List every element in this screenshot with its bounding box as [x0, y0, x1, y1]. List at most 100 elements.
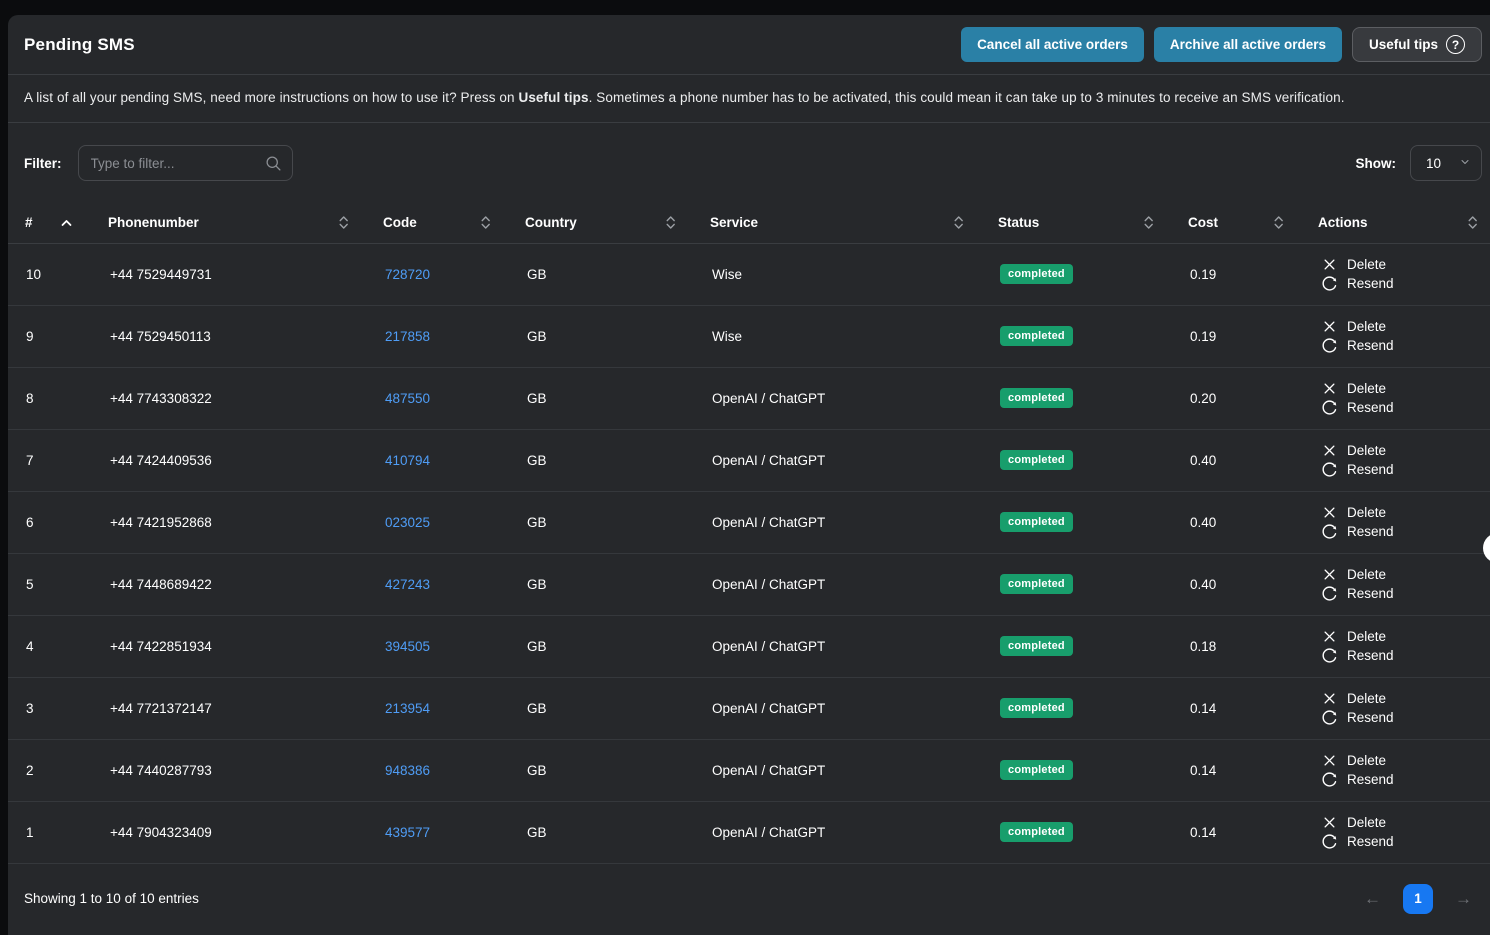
filter-input[interactable]	[78, 145, 293, 181]
cell-service: OpenAI / ChatGPT	[710, 739, 998, 801]
resend-button[interactable]: Resend	[1320, 585, 1490, 602]
resend-button[interactable]: Resend	[1320, 337, 1490, 354]
code-link[interactable]: 427243	[385, 577, 430, 592]
cell-service: OpenAI / ChatGPT	[710, 429, 998, 491]
column-header-country[interactable]: Country	[525, 203, 710, 243]
status-badge: completed	[1000, 388, 1073, 408]
resend-button[interactable]: Resend	[1320, 461, 1490, 478]
column-header-actions[interactable]: Actions	[1318, 203, 1490, 243]
sort-icon	[954, 215, 964, 230]
code-link[interactable]: 439577	[385, 825, 430, 840]
cell-service: OpenAI / ChatGPT	[710, 367, 998, 429]
code-link[interactable]: 023025	[385, 515, 430, 530]
cell-phonenumber: +44 7448689422	[108, 553, 383, 615]
sort-icon	[481, 215, 491, 230]
table-row: 2 +44 7440287793 948386 GB OpenAI / Chat…	[8, 739, 1490, 801]
header-actions: Cancel all active orders Archive all act…	[961, 27, 1482, 62]
column-header-phonenumber[interactable]: Phonenumber	[108, 203, 383, 243]
column-header-code[interactable]: Code	[383, 203, 525, 243]
table-row: 9 +44 7529450113 217858 GB Wise complete…	[8, 305, 1490, 367]
prev-page-arrow-icon[interactable]: ←	[1364, 889, 1381, 909]
next-page-arrow-icon[interactable]: →	[1455, 889, 1472, 909]
resend-button[interactable]: Resend	[1320, 647, 1490, 664]
delete-label: Delete	[1347, 629, 1386, 644]
page-size-select[interactable]: 10	[1410, 145, 1482, 181]
cell-service: OpenAI / ChatGPT	[710, 615, 998, 677]
resend-button[interactable]: Resend	[1320, 771, 1490, 788]
delete-label: Delete	[1347, 257, 1386, 272]
cell-country: GB	[525, 429, 710, 491]
resend-label: Resend	[1347, 338, 1394, 353]
resend-label: Resend	[1347, 710, 1394, 725]
description-text: A list of all your pending SMS, need mor…	[8, 75, 1490, 123]
cell-country: GB	[525, 553, 710, 615]
resend-label: Resend	[1347, 648, 1394, 663]
filter-label: Filter:	[24, 156, 62, 171]
cell-num: 1	[8, 801, 108, 863]
code-link[interactable]: 728720	[385, 267, 430, 282]
cell-service: Wise	[710, 243, 998, 305]
delete-x-icon	[1320, 815, 1338, 830]
delete-button[interactable]: Delete	[1320, 381, 1490, 396]
cell-num: 2	[8, 739, 108, 801]
resend-label: Resend	[1347, 772, 1394, 787]
cell-cost: 0.14	[1188, 677, 1318, 739]
resend-rotate-icon	[1320, 399, 1338, 416]
resend-button[interactable]: Resend	[1320, 399, 1490, 416]
cell-phonenumber: +44 7529450113	[108, 305, 383, 367]
delete-label: Delete	[1347, 443, 1386, 458]
code-link[interactable]: 394505	[385, 639, 430, 654]
code-link[interactable]: 410794	[385, 453, 430, 468]
resend-rotate-icon	[1320, 709, 1338, 726]
resend-button[interactable]: Resend	[1320, 709, 1490, 726]
code-link[interactable]: 948386	[385, 763, 430, 778]
entries-summary: Showing 1 to 10 of 10 entries	[24, 891, 199, 906]
cell-country: GB	[525, 305, 710, 367]
code-link[interactable]: 213954	[385, 701, 430, 716]
current-page-button[interactable]: 1	[1403, 884, 1433, 914]
delete-button[interactable]: Delete	[1320, 815, 1490, 830]
sort-asc-icon	[61, 219, 72, 227]
delete-label: Delete	[1347, 505, 1386, 520]
column-header-status[interactable]: Status	[998, 203, 1188, 243]
code-link[interactable]: 217858	[385, 329, 430, 344]
delete-button[interactable]: Delete	[1320, 319, 1490, 334]
status-badge: completed	[1000, 636, 1073, 656]
delete-button[interactable]: Delete	[1320, 567, 1490, 582]
delete-button[interactable]: Delete	[1320, 691, 1490, 706]
resend-rotate-icon	[1320, 461, 1338, 478]
cell-phonenumber: +44 7721372147	[108, 677, 383, 739]
table-row: 3 +44 7721372147 213954 GB OpenAI / Chat…	[8, 677, 1490, 739]
status-badge: completed	[1000, 326, 1073, 346]
archive-all-active-orders-button[interactable]: Archive all active orders	[1154, 27, 1342, 62]
delete-button[interactable]: Delete	[1320, 257, 1490, 272]
resend-rotate-icon	[1320, 585, 1338, 602]
delete-x-icon	[1320, 753, 1338, 768]
resend-button[interactable]: Resend	[1320, 833, 1490, 850]
delete-button[interactable]: Delete	[1320, 505, 1490, 520]
cell-num: 7	[8, 429, 108, 491]
cell-service: OpenAI / ChatGPT	[710, 801, 998, 863]
resend-button[interactable]: Resend	[1320, 523, 1490, 540]
delete-label: Delete	[1347, 815, 1386, 830]
column-header-num[interactable]: #	[8, 203, 108, 243]
resend-rotate-icon	[1320, 647, 1338, 664]
column-header-cost[interactable]: Cost	[1188, 203, 1318, 243]
code-link[interactable]: 487550	[385, 391, 430, 406]
cell-cost: 0.19	[1188, 305, 1318, 367]
cell-cost: 0.40	[1188, 491, 1318, 553]
delete-button[interactable]: Delete	[1320, 753, 1490, 768]
cell-num: 4	[8, 615, 108, 677]
useful-tips-button[interactable]: Useful tips ?	[1352, 27, 1482, 62]
cancel-all-active-orders-button[interactable]: Cancel all active orders	[961, 27, 1144, 62]
filter-row: Filter: Show: 10	[8, 123, 1490, 203]
table-row: 10 +44 7529449731 728720 GB Wise complet…	[8, 243, 1490, 305]
delete-button[interactable]: Delete	[1320, 443, 1490, 458]
cell-phonenumber: +44 7422851934	[108, 615, 383, 677]
column-header-service[interactable]: Service	[710, 203, 998, 243]
cell-cost: 0.40	[1188, 553, 1318, 615]
useful-tips-label: Useful tips	[1369, 37, 1438, 52]
delete-button[interactable]: Delete	[1320, 629, 1490, 644]
resend-label: Resend	[1347, 462, 1394, 477]
resend-button[interactable]: Resend	[1320, 275, 1490, 292]
